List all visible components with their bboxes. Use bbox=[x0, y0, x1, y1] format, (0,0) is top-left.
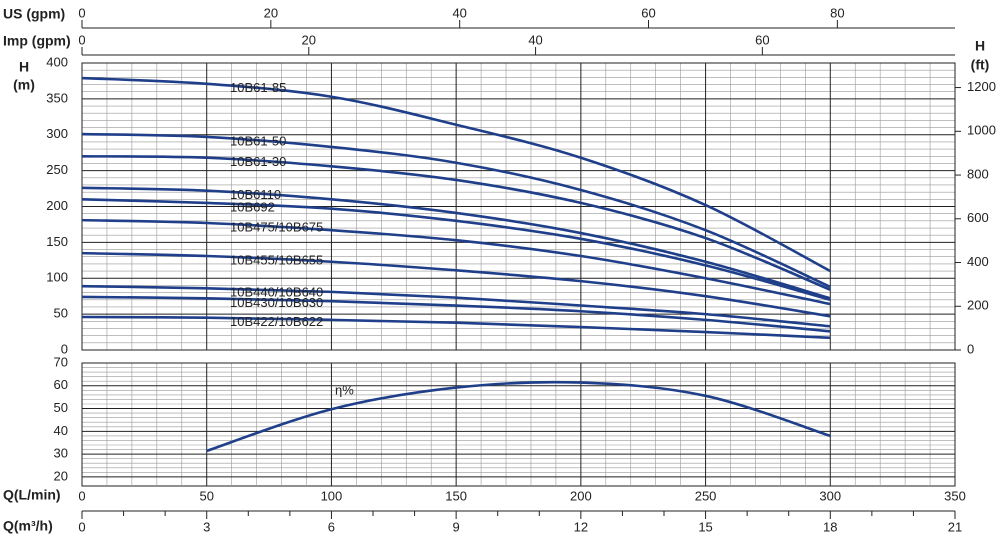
y2-tick-label: 0 bbox=[967, 341, 974, 356]
curve-label: 10B430/10B630 bbox=[230, 295, 323, 310]
x-axis-label: Q(L/min) bbox=[3, 487, 61, 503]
top-axis-tick-label: 60 bbox=[641, 5, 655, 20]
curve bbox=[81, 76, 831, 273]
top-axis-tick-label: 40 bbox=[452, 5, 466, 20]
curve-label: 10B475/10B675 bbox=[230, 219, 323, 234]
y-tick-label: 400 bbox=[46, 54, 68, 69]
x-tick-label: 0 bbox=[78, 488, 85, 503]
curve bbox=[206, 380, 831, 453]
x-tick-label: 250 bbox=[695, 488, 717, 503]
x2-axis-label: Q(m³/h) bbox=[3, 518, 53, 534]
x2-tick-label: 21 bbox=[948, 519, 962, 534]
y2-tick-label: 800 bbox=[967, 166, 989, 181]
x-tick-label: 150 bbox=[445, 488, 467, 503]
curve bbox=[81, 251, 831, 318]
curve bbox=[81, 284, 831, 328]
top-axis-tick-label: 20 bbox=[302, 32, 316, 47]
x2-tick-label: 3 bbox=[203, 519, 210, 534]
y-tick-label: 20 bbox=[54, 468, 68, 483]
top-axis-tick-label: 80 bbox=[830, 5, 844, 20]
y-axis-label: (m) bbox=[13, 77, 35, 93]
axis-label: Imp (gpm) bbox=[3, 33, 71, 49]
y2-tick-label: 1000 bbox=[967, 123, 996, 138]
x2-tick-label: 15 bbox=[698, 519, 712, 534]
x2-tick-label: 12 bbox=[574, 519, 588, 534]
curve bbox=[81, 186, 831, 300]
y-tick-label: 200 bbox=[46, 198, 68, 213]
y-tick-label: 100 bbox=[46, 270, 68, 285]
y-tick-label: 60 bbox=[54, 377, 68, 392]
y2-axis-label: H bbox=[975, 38, 985, 54]
y-tick-label: 50 bbox=[54, 306, 68, 321]
y-tick-label: 300 bbox=[46, 126, 68, 141]
curve bbox=[81, 295, 831, 333]
x-tick-label: 200 bbox=[570, 488, 592, 503]
x-tick-label: 350 bbox=[944, 488, 966, 503]
curve-label: 10B422/10B622 bbox=[230, 314, 323, 329]
curve-label: η% bbox=[335, 382, 354, 397]
top-axis-tick-label: 20 bbox=[264, 5, 278, 20]
top-axis-tick-label: 40 bbox=[528, 32, 542, 47]
top-axis-tick-label: 60 bbox=[755, 32, 769, 47]
y-tick-label: 0 bbox=[61, 341, 68, 356]
y-tick-label: 70 bbox=[54, 354, 68, 369]
x2-tick-label: 0 bbox=[78, 519, 85, 534]
y2-tick-label: 1200 bbox=[967, 79, 996, 94]
y-axis-label: H bbox=[19, 59, 29, 75]
x-tick-label: 50 bbox=[199, 488, 213, 503]
curve-label: 10B61-50 bbox=[230, 133, 286, 148]
y2-axis-label: (ft) bbox=[971, 57, 990, 73]
y-tick-label: 350 bbox=[46, 90, 68, 105]
curve bbox=[81, 198, 831, 302]
curve-label: 10B61-85 bbox=[230, 80, 286, 95]
curve bbox=[81, 132, 831, 289]
curve bbox=[81, 154, 831, 291]
x2-tick-label: 9 bbox=[453, 519, 460, 534]
y-tick-label: 150 bbox=[46, 234, 68, 249]
x2-tick-label: 6 bbox=[328, 519, 335, 534]
y-tick-label: 250 bbox=[46, 162, 68, 177]
y-tick-label: 50 bbox=[54, 400, 68, 415]
top-axis-tick-label: 0 bbox=[78, 5, 85, 20]
curve-label: 10B440/10B640 bbox=[230, 285, 323, 300]
y-tick-label: 30 bbox=[54, 446, 68, 461]
curve-label: 10B61-30 bbox=[230, 154, 286, 169]
x-tick-label: 300 bbox=[819, 488, 841, 503]
y2-tick-label: 400 bbox=[967, 254, 989, 269]
y-tick-label: 40 bbox=[54, 423, 68, 438]
curve bbox=[81, 315, 831, 340]
y2-tick-label: 600 bbox=[967, 210, 989, 225]
top-axis-tick-label: 0 bbox=[78, 32, 85, 47]
curve-label: 10B6110 bbox=[230, 187, 281, 202]
axis-label: US (gpm) bbox=[3, 6, 65, 22]
x-tick-label: 100 bbox=[321, 488, 343, 503]
curve-label: 10B692 bbox=[230, 199, 275, 214]
curve-label: 10B455/10B655 bbox=[230, 252, 323, 267]
x2-tick-label: 18 bbox=[823, 519, 837, 534]
curve bbox=[81, 218, 831, 306]
y2-tick-label: 200 bbox=[967, 298, 989, 313]
